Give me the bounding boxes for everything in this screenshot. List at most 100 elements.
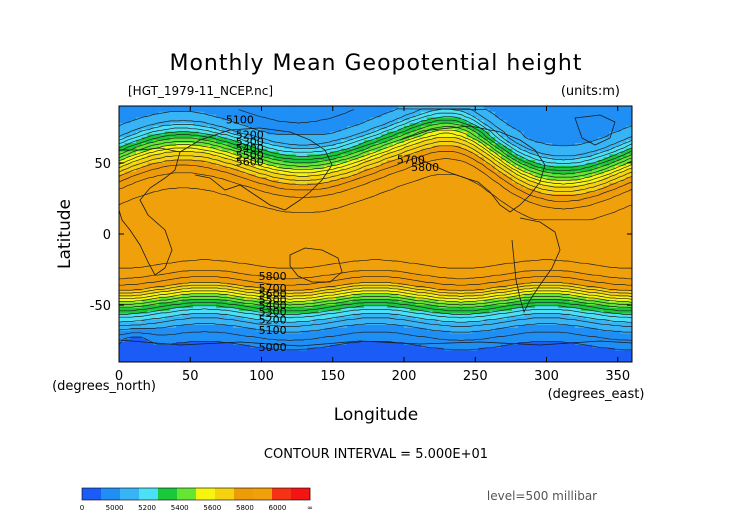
band-cell [603,154,610,158]
band-cell [409,140,416,144]
band-cell [272,191,280,195]
band-cell [164,239,171,244]
band-cell [290,259,297,264]
band-cell [375,131,382,136]
band-cell [483,111,491,116]
band-cell [523,106,530,110]
band-cell [443,236,451,241]
units-label: (units:m) [561,84,620,99]
band-cell [603,151,610,155]
band-cell [421,134,428,138]
band-cell [335,236,342,241]
band-cell [318,117,325,121]
band-cell [364,117,371,121]
band-cell [307,106,314,110]
band-cell [443,160,451,164]
band-cell [352,222,359,227]
band-cell [307,148,314,153]
band-cell [187,148,194,153]
band-cell [478,171,485,175]
band-cell [187,236,194,241]
band-cell [483,256,491,261]
band-cell [187,114,194,118]
band-cell [295,120,302,124]
band-cell [592,185,599,190]
band-cell [466,236,473,241]
band-cell [364,234,371,238]
band-cell [597,108,605,113]
band-cell [329,148,337,153]
band-cell [227,225,234,229]
band-cell [523,216,530,221]
band-cell [278,106,285,110]
band-cell [233,177,240,181]
band-cell [592,202,599,207]
band-cell [301,120,308,124]
band-cell [461,179,468,184]
band-cell [158,108,166,113]
band-cell [193,165,200,170]
band-cell [569,191,576,195]
band-cell [369,208,377,212]
band-cell [438,177,445,181]
band-cell [227,197,234,201]
band-cell [415,125,422,130]
band-cell [136,131,143,136]
band-cell [620,219,627,224]
band-cell [404,171,411,175]
band-cell [375,251,382,255]
band-cell [603,211,610,215]
band-cell [335,160,342,164]
band-cell [244,256,251,261]
band-cell [215,182,223,187]
band-cell [495,106,502,110]
band-cell [443,177,451,181]
band-cell [472,128,479,133]
band-cell [141,188,149,192]
band-cell [575,234,582,238]
band-cell [409,177,416,181]
band-cell [529,137,536,141]
band-cell [261,185,268,190]
band-cell [261,154,268,158]
band-cell [352,194,359,198]
band-cell [404,216,411,221]
band-cell [603,174,610,178]
band-cell [404,259,411,264]
band-cell [164,123,171,127]
band-cell [421,131,428,136]
band-cell [364,202,371,207]
band-cell [392,199,399,204]
band-cell [193,160,200,164]
band-cell [563,134,570,138]
band-cell [164,140,171,144]
band-cell [557,188,565,192]
band-cell [569,194,576,198]
band-cell [267,140,274,144]
band-cell [210,236,217,241]
band-cell [204,222,211,227]
band-cell [255,259,263,264]
band-cell [312,171,320,175]
band-cell [386,234,394,238]
band-cell [478,188,485,192]
band-cell [153,148,160,153]
band-cell [404,239,411,244]
band-cell [609,157,616,161]
band-cell [404,225,411,229]
band-cell [141,256,149,261]
band-cell [124,125,131,130]
band-cell [284,137,291,141]
band-cell [500,188,508,192]
band-cell [164,134,171,138]
band-cell [290,111,297,116]
band-cell [358,194,365,198]
band-cell [261,248,268,252]
band-cell [426,179,434,184]
band-cell [483,123,491,127]
band-cell [398,225,405,229]
band-cell [575,154,582,158]
band-cell [358,185,365,190]
band-cell [586,145,593,150]
band-cell [284,154,291,158]
